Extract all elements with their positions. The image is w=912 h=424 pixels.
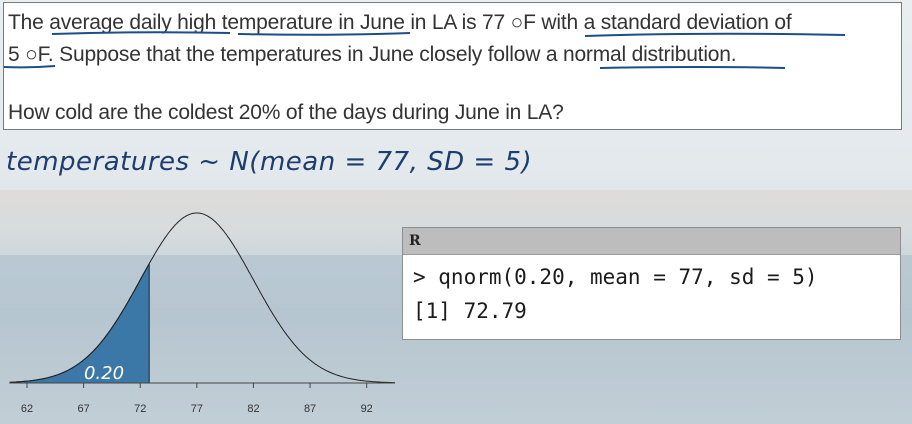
r-command: > qnorm(0.20, mean = 77, sd = 5): [413, 265, 818, 289]
x-tick-label: 72: [134, 403, 146, 415]
x-tick-label: 67: [77, 403, 89, 415]
question-line-2: 5 ○F. Suppose that the temperatures in J…: [8, 43, 737, 66]
normal-curve-plot: 62 67 72 77 82 87 92 0.20: [9, 212, 395, 415]
r-console: R > qnorm(0.20, mean = 77, sd = 5) [1] 7…: [402, 227, 901, 340]
question-box: The average daily high temperature in Ju…: [3, 2, 902, 130]
x-tick-label: 82: [247, 403, 259, 415]
question-line-1: The average daily high temperature in Ju…: [8, 11, 792, 34]
question-line-3: How cold are the coldest 20% of the days…: [8, 101, 564, 124]
x-tick-label: 87: [304, 403, 316, 415]
shaded-area-label: 0.20: [84, 363, 124, 384]
r-output: [1] 72.79: [413, 299, 527, 323]
normal-curve-line: [9, 212, 395, 384]
shaded-tail-area: [9, 261, 150, 384]
x-tick-label: 77: [191, 403, 203, 415]
x-tick-label: 92: [361, 403, 373, 415]
x-tick-label: 62: [21, 403, 33, 415]
r-console-header: R: [403, 228, 900, 255]
model-annotation: temperatures ~ N(mean = 77, SD = 5): [6, 147, 533, 177]
